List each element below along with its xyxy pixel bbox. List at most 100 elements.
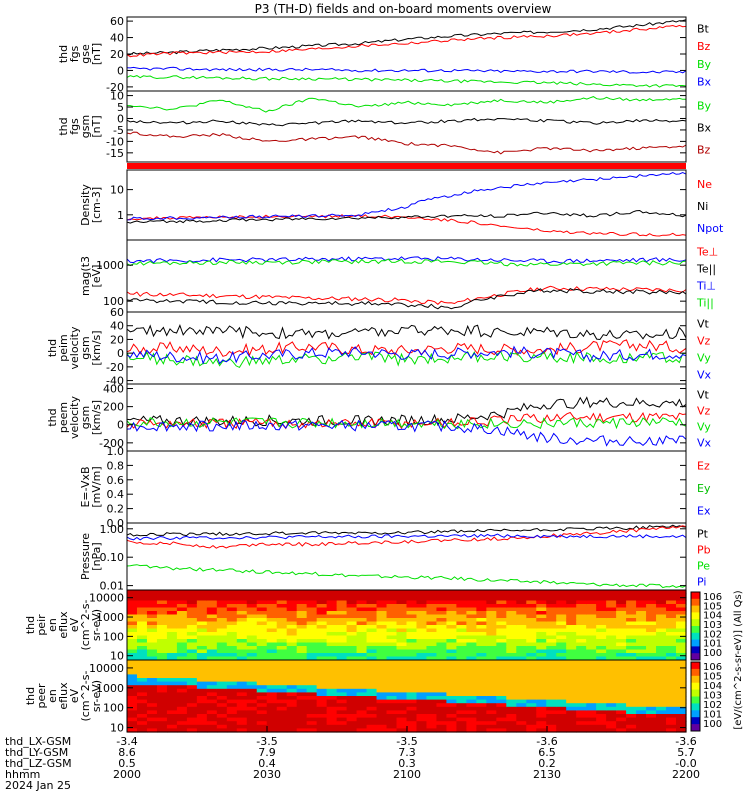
heatmap-cell [406, 717, 418, 722]
heatmap-cell [266, 678, 278, 683]
heatmap-cell [276, 660, 288, 665]
heatmap-cell [506, 597, 517, 602]
heatmap-cell [616, 653, 627, 658]
heatmap-cell [366, 663, 378, 668]
heatmap-cell [406, 710, 418, 715]
heatmap-cell [316, 685, 328, 690]
heatmap-cell [176, 714, 188, 719]
heatmap-cell [536, 706, 547, 711]
heatmap-cell [546, 724, 557, 729]
heatmap-cell [566, 635, 577, 640]
heatmap-cell [656, 724, 667, 729]
colorbar-cell [691, 710, 700, 718]
heatmap-cell [656, 714, 667, 719]
heatmap-cell [636, 639, 647, 644]
heatmap-cell [456, 649, 467, 654]
heatmap-cell [256, 639, 268, 644]
heatmap-cell [496, 710, 507, 715]
heatmap-cell [556, 653, 567, 658]
heatmap-cell [436, 667, 448, 672]
heatmap-cell [396, 721, 408, 726]
heatmap-cell [456, 703, 467, 708]
heatmap-cell [566, 653, 577, 658]
heatmap-cell [136, 728, 148, 733]
heatmap-cell [616, 604, 627, 609]
heatmap-cell [216, 656, 228, 661]
heatmap-cell [136, 667, 148, 672]
heatmap-cell [616, 600, 627, 605]
heatmap-cell [546, 667, 557, 672]
heatmap-cell [556, 632, 567, 637]
heatmap-cell [306, 674, 318, 679]
heatmap-cell [236, 685, 248, 690]
heatmap-cell [496, 660, 507, 665]
heatmap-cell [127, 632, 138, 637]
heatmap-cell [266, 688, 278, 693]
heatmap-cell [346, 607, 358, 612]
separator-band [127, 163, 686, 169]
heatmap-cell [326, 635, 338, 640]
heatmap-cell [666, 614, 677, 619]
heatmap-cell [366, 681, 378, 686]
heatmap-cell [366, 656, 378, 661]
heatmap-cell [426, 604, 438, 609]
y-tick-label: 0 [117, 347, 124, 360]
heatmap-cell [506, 628, 517, 633]
heatmap-cell [636, 632, 647, 637]
heatmap-cell [236, 628, 248, 633]
series-line-Pi [126, 533, 687, 541]
heatmap-cell [476, 692, 487, 697]
heatmap-cell [426, 678, 438, 683]
heatmap-cell [646, 685, 657, 690]
heatmap-cell [376, 710, 388, 715]
heatmap-cell [586, 696, 597, 701]
heatmap-cell [636, 703, 647, 708]
heatmap-cell [246, 635, 258, 640]
heatmap-cell [416, 590, 428, 595]
heatmap-cell [256, 670, 268, 675]
heatmap-cell [416, 656, 428, 661]
heatmap-cell [346, 696, 358, 701]
heatmap-cell [666, 604, 677, 609]
heatmap-cell [466, 614, 477, 619]
y-tick-label: 10 [110, 722, 124, 735]
heatmap-cell [196, 632, 208, 637]
heatmap-cell [436, 703, 448, 708]
heatmap-cell [536, 692, 547, 697]
heatmap-cell [606, 604, 617, 609]
heatmap-cell [236, 607, 248, 612]
heatmap-cell [636, 667, 647, 672]
heatmap-cell [336, 639, 348, 644]
heatmap-cell [576, 706, 587, 711]
heatmap-cell [286, 604, 298, 609]
x-tick-value: 2100 [393, 768, 421, 781]
heatmap-cell [546, 614, 557, 619]
heatmap-cell [127, 692, 138, 697]
heatmap-cell [596, 614, 607, 619]
heatmap-cell [486, 614, 497, 619]
heatmap-cell [476, 607, 487, 612]
heatmap-cell [456, 632, 467, 637]
heatmap-cell [256, 628, 268, 633]
heatmap-cell [136, 649, 148, 654]
heatmap-cell [366, 685, 378, 690]
heatmap-cell [516, 642, 527, 647]
series-line-Vx [126, 419, 687, 447]
heatmap-cell [376, 618, 388, 623]
heatmap-cell [566, 618, 577, 623]
heatmap-cell [416, 625, 428, 630]
heatmap-cell [406, 656, 418, 661]
heatmap-cell [146, 674, 158, 679]
heatmap-cell [476, 706, 487, 711]
heatmap-cell [606, 678, 617, 683]
heatmap-cell [436, 714, 448, 719]
heatmap-cell [296, 656, 308, 661]
y-axis-label: thd [57, 117, 70, 135]
heatmap-cell [396, 621, 408, 626]
heatmap-cell [506, 649, 517, 654]
heatmap-cell [496, 670, 507, 675]
heatmap-cell [226, 639, 238, 644]
heatmap-cell [656, 597, 667, 602]
heatmap-cell [516, 688, 527, 693]
heatmap-cell [456, 607, 467, 612]
